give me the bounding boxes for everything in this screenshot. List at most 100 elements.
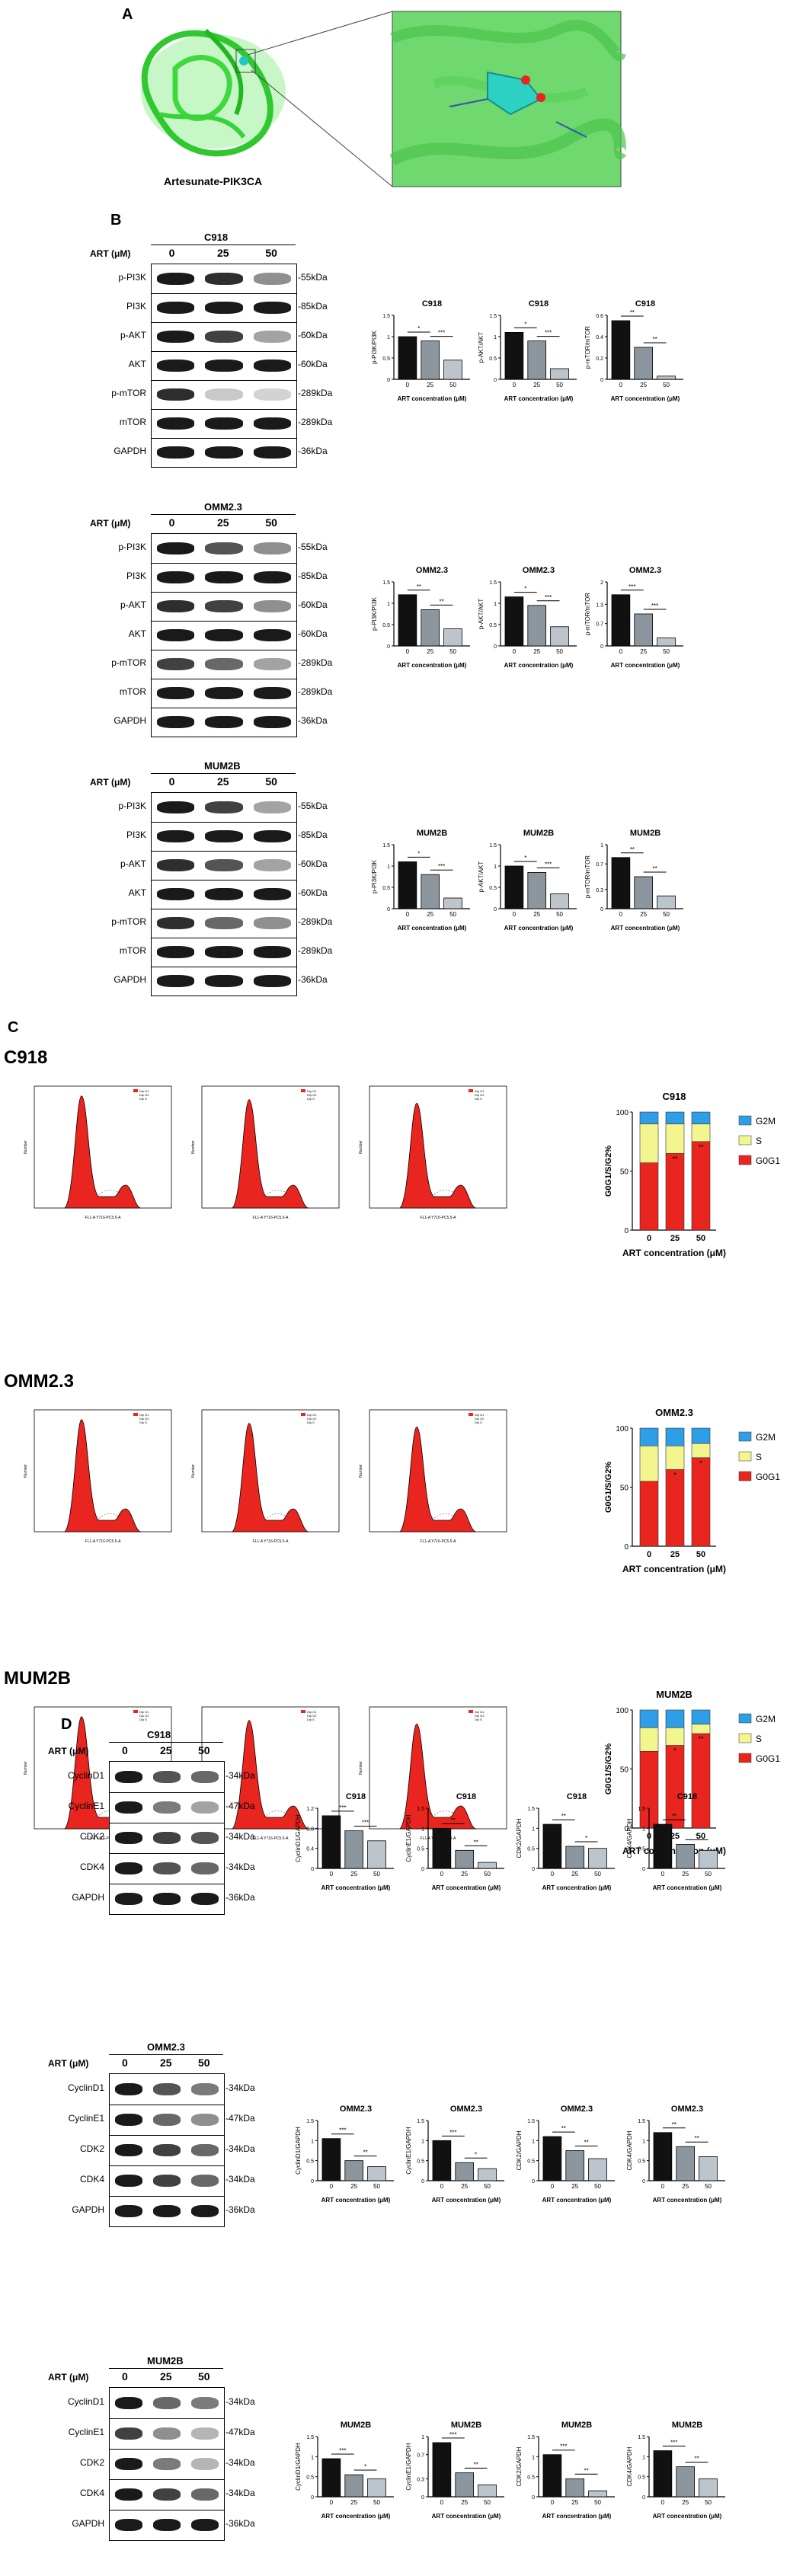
c-stacked-sig-2-1: * — [673, 1747, 676, 1755]
b-protein-label-2-5: mTOR — [119, 945, 146, 956]
c-stacked-legend-swatch-1-0 — [738, 1431, 752, 1442]
d-bar-2-0 — [542, 1823, 562, 1869]
d-cat-label-9-2: 50 — [484, 2499, 491, 2506]
d-xlabel-4: ART concentration (μM) — [321, 2197, 391, 2204]
c-stacked-seg-1-0-1 — [639, 1445, 659, 1482]
c-stacked-sig-1-2: * — [699, 1459, 702, 1467]
c-stacked-seg-1-2-2 — [691, 1427, 711, 1444]
d-sig-mark-8-0: *** — [339, 2447, 346, 2454]
d-cat-label-0-2: 50 — [373, 1871, 380, 1878]
b-chart-title-1: C918 — [529, 299, 549, 308]
d-ytick-label-4-1: 0.5 — [306, 2159, 314, 2165]
b-bar-2-2 — [657, 376, 676, 380]
b-ytick-label-4-1: 0.5 — [489, 623, 497, 628]
d-art-label-0: ART (μM) — [48, 1746, 89, 1756]
d-xlabel-6: ART concentration (μM) — [542, 2197, 612, 2204]
b-sig-mark-3-0: ** — [417, 583, 421, 590]
c-hist-xlabel-1-0: FL1-A Y716-PC5.5-A — [85, 1539, 122, 1544]
d-bar-1-0 — [432, 1827, 452, 1869]
b-lane-divider-2-1 — [152, 822, 296, 823]
c-stacked-ytick-label-2-2: 100 — [616, 1707, 628, 1715]
c-stacked-ylabel-0: G0G1/S/G2% — [604, 1146, 613, 1197]
b-bar-8-1 — [634, 876, 654, 909]
b-lane-divider-1-2 — [152, 592, 296, 593]
b-xlabel-5: ART concentration (μM) — [611, 662, 680, 669]
b-sig-mark-7-0: * — [524, 855, 526, 861]
c-stacked-seg-2-0-1 — [639, 1727, 659, 1752]
b-cat-label-2-2: 50 — [663, 382, 670, 388]
d-ylabel-3: CDK4/GAPDH — [626, 1818, 633, 1858]
b-xlabel-4: ART concentration (μM) — [504, 662, 574, 669]
c-hist-legend-0-1-1: Dip G2 — [307, 1093, 317, 1097]
c-stacked-cat-1-0: 0 — [647, 1550, 651, 1559]
d-ylabel-7: CDK4/GAPDH — [626, 2130, 633, 2170]
d-dose-2-1: 25 — [160, 2370, 172, 2383]
d-band-2-0-1 — [153, 2397, 181, 2409]
d-ylabel-6: CDK2/GAPDH — [516, 2130, 523, 2170]
d-ytick-label-3-1: 0.5 — [638, 1847, 645, 1852]
b-ytick-label-4-2: 1 — [494, 602, 497, 607]
b-xlabel-2: ART concentration (μM) — [611, 395, 680, 402]
b-art-label-1: ART (μM) — [90, 518, 131, 529]
b-band-1-3-0 — [157, 629, 195, 641]
b-kda-label-1-3: -60kDa — [298, 628, 328, 639]
d-band-1-1-1 — [153, 2114, 181, 2126]
d-sig-mark-5-0: *** — [449, 2129, 456, 2136]
b-ytick-label-3-0: 0 — [387, 644, 390, 650]
b-band-1-5-0 — [157, 687, 195, 699]
d-ytick-label-6-2: 1 — [532, 2139, 535, 2144]
d-bar-4-2 — [367, 2166, 386, 2181]
d-protein-label-1-4: GAPDH — [72, 2204, 104, 2215]
d-dose-0-0: 0 — [122, 1744, 128, 1756]
b-band-2-5-1 — [205, 946, 243, 958]
c-hist-legend-swatch-2-1-0 — [301, 1710, 305, 1713]
b-chart-title-4: OMM2.3 — [523, 566, 555, 575]
c-hist-legend-1-2-2: Dip S — [475, 1421, 482, 1424]
b-dose-2-2: 50 — [265, 775, 277, 788]
d-cat-label-7-2: 50 — [705, 2183, 712, 2190]
b-ytick-label-2-0: 0 — [600, 378, 603, 383]
c-hist-xlabel-2-1: FL1-A Y716-PC5.5-A — [253, 1836, 289, 1841]
c-hist-legend-2-1-2: Dip S — [307, 1718, 315, 1721]
b-bar-3-0 — [398, 594, 417, 647]
b-band-0-2-1 — [205, 331, 243, 343]
c-stacked-title-0: C918 — [662, 1091, 686, 1102]
d-ylabel-4: CyclinD1/GAPDH — [295, 2127, 302, 2175]
c-row-title-0: C918 — [4, 1047, 48, 1068]
b-sig-mark-6-0: * — [417, 850, 420, 857]
b-lane-divider-1-1 — [152, 563, 296, 564]
d-bar-9-2 — [478, 2484, 497, 2498]
b-blot-frame-0 — [151, 264, 297, 468]
b-bar-5-2 — [657, 638, 676, 647]
d-dose-1-2: 50 — [198, 2057, 210, 2069]
b-xlabel-8: ART concentration (μM) — [611, 925, 680, 932]
d-band-2-3-0 — [115, 2488, 142, 2501]
c-row-title-1: OMM2.3 — [4, 1371, 75, 1392]
c-hist-legend-0-2-0: Dip G1 — [475, 1089, 485, 1093]
c-hist-peaks-1-2 — [398, 1426, 477, 1532]
c-stacked-seg-1-0-0 — [639, 1481, 659, 1547]
d-cat-label-2-2: 50 — [594, 1871, 601, 1878]
b-band-1-6-2 — [253, 716, 291, 728]
d-kda-label-1-2: -34kDa — [225, 2143, 255, 2154]
d-ytick-label-3-2: 1 — [642, 1827, 645, 1832]
b-protein-label-2-1: PI3K — [126, 829, 146, 840]
c-stacked-legend-swatch-1-1 — [738, 1451, 752, 1462]
d-ytick-label-0-2: 0.8 — [306, 1827, 314, 1832]
b-chart-title-8: MUM2B — [630, 829, 660, 838]
c-hist-ylabel-0-0: Number — [24, 1140, 28, 1154]
c-stacked-sig-0-1: ** — [672, 1155, 678, 1162]
d-lane-divider-0-3 — [110, 1853, 224, 1854]
b-kda-label-0-2: -60kDa — [298, 330, 328, 340]
b-cat-label-7-2: 50 — [556, 911, 563, 918]
d-bar-3-1 — [676, 1844, 696, 1869]
b-ylabel-2: p-mTOR/mTOR — [584, 326, 591, 369]
b-chart-title-0: C918 — [422, 299, 442, 308]
b-dose-0-1: 25 — [217, 247, 229, 259]
b-kda-label-1-0: -55kDa — [298, 542, 328, 552]
d-cat-label-5-1: 25 — [461, 2183, 468, 2190]
b-xlabel-6: ART concentration (μM) — [398, 925, 467, 932]
